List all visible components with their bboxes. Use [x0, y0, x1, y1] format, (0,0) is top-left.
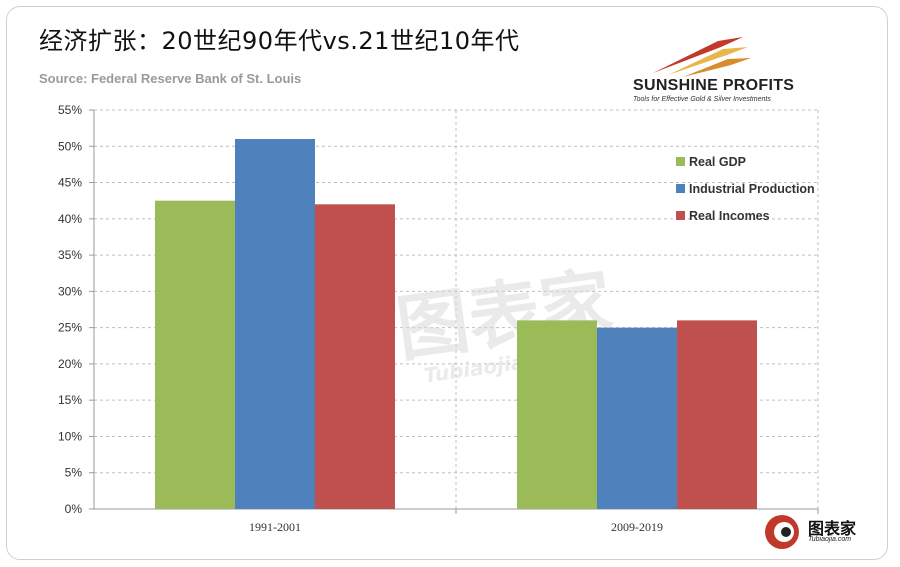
rising-arrows-icon — [653, 37, 751, 77]
chart-card: 经济扩张：20世纪90年代vs.21世纪10年代 Source: Federal… — [6, 6, 888, 560]
y-tick-label: 10% — [58, 429, 82, 443]
y-tick-label: 35% — [58, 248, 82, 262]
y-tick-label: 20% — [58, 357, 82, 371]
bar-real-incomes — [315, 204, 395, 510]
legend-swatch — [676, 184, 685, 193]
y-tick-label: 5% — [65, 466, 83, 480]
chart-title: 经济扩张：20世纪90年代vs.21世纪10年代 — [39, 27, 520, 55]
legend-swatch — [676, 157, 685, 166]
corner-logo-url: Tubiaojia.com — [808, 536, 852, 543]
legend-label: Real GDP — [689, 155, 746, 169]
y-tick-label: 15% — [58, 393, 82, 407]
y-tick-label: 45% — [58, 176, 82, 190]
y-tick-label: 0% — [65, 502, 83, 516]
spiral-logo-icon — [765, 515, 799, 549]
logo-brand: SUNSHINE PROFITS — [633, 77, 795, 94]
y-tick-label: 50% — [58, 139, 82, 153]
corner-logo-text: 图表家 — [808, 521, 857, 538]
x-tick-label: 2009-2019 — [611, 520, 663, 534]
legend-label: Industrial Production — [689, 182, 815, 196]
legend-label: Real Incomes — [689, 209, 770, 223]
bar-industrial-production — [235, 139, 315, 509]
y-tick-label: 40% — [58, 212, 82, 226]
logo-tagline: Tools for Effective Gold & Silver Invest… — [633, 96, 771, 103]
bar-real-gdp — [517, 320, 597, 509]
y-tick-label: 55% — [58, 103, 82, 117]
sunshine-profits-logo: SUNSHINE PROFITS Tools for Effective Gol… — [623, 33, 843, 113]
x-tick-label: 1991-2001 — [249, 520, 301, 534]
y-tick-label: 30% — [58, 284, 82, 298]
bar-industrial-production — [597, 327, 677, 509]
y-tick-label: 25% — [58, 321, 82, 335]
bar-real-gdp — [155, 200, 235, 509]
corner-watermark-logo: 图表家 Tubiaojia.com — [760, 512, 880, 552]
source-note: Source: Federal Reserve Bank of St. Loui… — [39, 71, 302, 86]
bar-real-incomes — [677, 320, 757, 509]
legend-swatch — [676, 211, 685, 220]
